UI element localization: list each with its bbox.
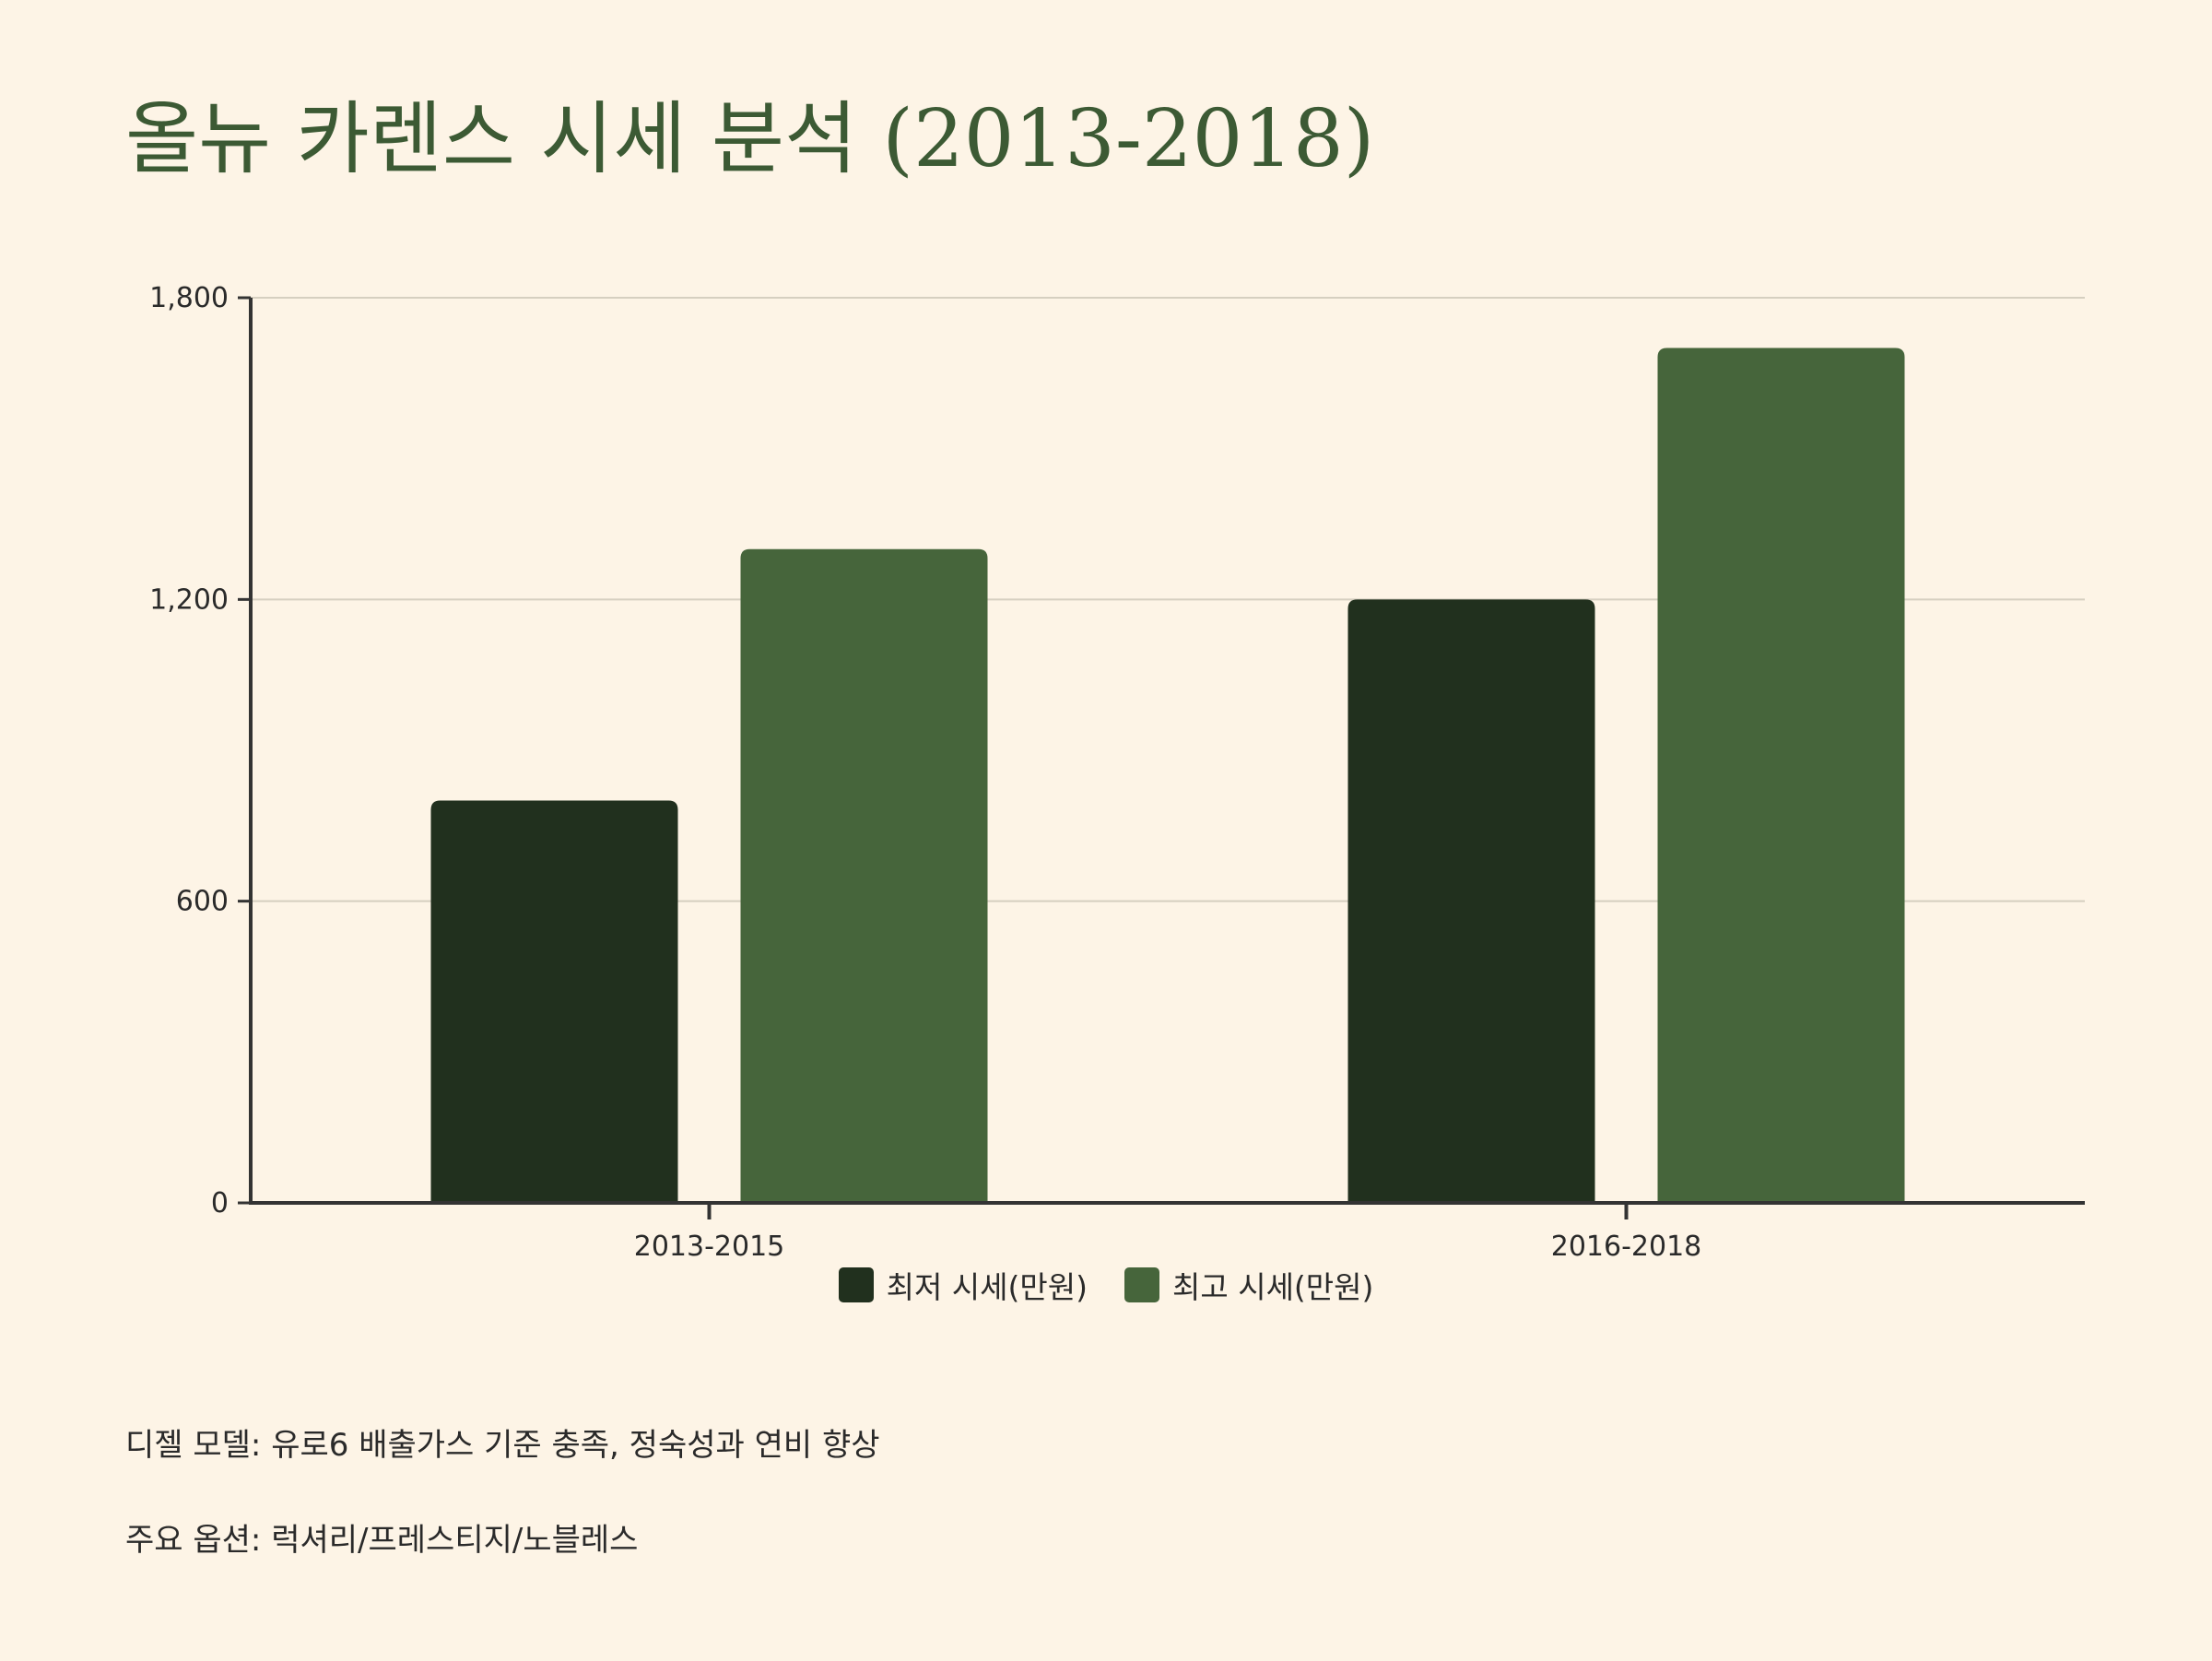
y-tick-label: 1,800 [149, 282, 229, 314]
legend-label-low: 최저 시세(만원) [886, 1269, 1088, 1305]
bar-high-1 [1657, 348, 1905, 1203]
legend-swatch-high [1124, 1267, 1159, 1302]
tick-labels: 0 600 1,200 1,800 2013-2015 2016-2018 [149, 282, 1701, 1263]
legend-label-high: 최고 시세(만원) [1172, 1269, 1374, 1305]
legend-swatch-low [838, 1267, 874, 1302]
bar-high-0 [740, 548, 988, 1203]
legend-item-high: 최고 시세(만원) [1124, 1263, 1373, 1307]
axes [238, 296, 2085, 1219]
chart-title: 올뉴 카렌스 시세 분석 (2013-2018) [125, 93, 1375, 185]
x-tick-label: 2016-2018 [1551, 1231, 1702, 1263]
y-tick-label: 1,200 [149, 583, 229, 616]
bar-chart: 0 600 1,200 1,800 2013-2015 2016-2018 [149, 282, 2085, 1263]
bars [430, 348, 1905, 1203]
y-tick-label: 600 [176, 886, 229, 918]
note-diesel: 디젤 모델: 유로6 배출가스 기준 충족, 정숙성과 연비 향상 [125, 1427, 880, 1464]
legend-item-low: 최저 시세(만원) [838, 1263, 1088, 1307]
bar-low-1 [1347, 599, 1595, 1203]
note-options: 주요 옵션: 럭셔리/프레스티지/노블레스 [125, 1522, 639, 1559]
bar-low-0 [430, 800, 678, 1203]
x-tick-label: 2013-2015 [634, 1231, 785, 1263]
y-tick-label: 0 [211, 1187, 229, 1219]
legend: 최저 시세(만원) 최고 시세(만원) [0, 1263, 2212, 1307]
